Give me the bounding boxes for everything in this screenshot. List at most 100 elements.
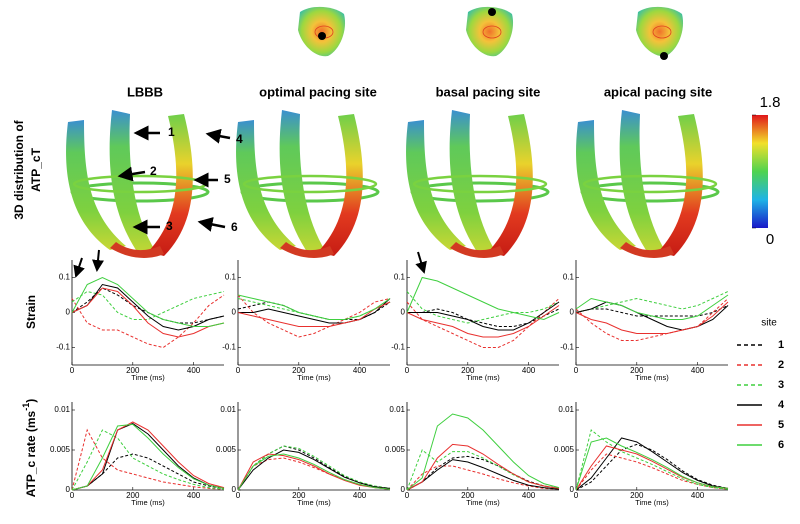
peak-arrows (73, 249, 427, 278)
x-axis-label: Time (ms) (466, 373, 500, 382)
series-line (237, 301, 391, 327)
series-line (407, 301, 560, 331)
series-line (406, 276, 560, 321)
x-tick-label: 200 (292, 366, 306, 375)
y-tick-label: 0.1 (563, 273, 575, 282)
legend-label: 4 (778, 399, 785, 411)
y-tick-label: -0.1 (56, 343, 70, 352)
pacing-map (297, 6, 346, 57)
colorbar (752, 115, 768, 228)
series-line (406, 305, 560, 338)
x-tick-label: 400 (353, 366, 367, 375)
x-axis-label: Time (ms) (466, 498, 500, 507)
x-tick-label: 0 (405, 491, 410, 500)
colorbar-tick-label: 0 (766, 231, 774, 248)
x-tick-label: 400 (691, 491, 705, 500)
series-line (575, 291, 729, 313)
x-tick-label: 400 (353, 491, 367, 500)
y-tick-label: 0 (66, 308, 71, 317)
series-line (406, 455, 560, 491)
row-label: ATP_cT (29, 147, 43, 191)
y-tick-label: 0.01 (558, 405, 574, 414)
legend-label: 3 (778, 379, 784, 391)
series-line (406, 413, 560, 491)
legend-label: 6 (778, 439, 784, 451)
x-tick-label: 0 (70, 366, 75, 375)
x-tick-label: 400 (187, 366, 201, 375)
y-tick-label: -0.1 (222, 343, 236, 352)
y-tick-label: 0.01 (54, 405, 70, 414)
series-line (71, 283, 225, 331)
series-line (71, 287, 225, 338)
x-tick-label: 400 (691, 366, 705, 375)
series-line (237, 445, 391, 491)
series-line (406, 465, 560, 491)
site-marker: 6 (231, 220, 238, 234)
series-line (575, 294, 729, 320)
series-line (71, 453, 225, 491)
legend-label: 5 (778, 419, 784, 431)
y-tick-label: 0.1 (59, 273, 71, 282)
series-line (237, 449, 391, 491)
series-line (71, 276, 225, 327)
legend-label: 2 (778, 359, 784, 371)
series-line (406, 449, 560, 491)
pacing-site-dot (318, 32, 326, 40)
series-line (575, 443, 729, 491)
heart-render (234, 108, 380, 260)
x-tick-label: 200 (461, 366, 475, 375)
pacing-site-dot (660, 52, 668, 60)
x-tick-label: 200 (292, 491, 306, 500)
series-line (71, 421, 225, 491)
x-axis-label: Time (ms) (635, 373, 669, 382)
x-tick-label: 200 (630, 491, 644, 500)
y-tick-label: 0 (232, 485, 237, 494)
series-line (238, 298, 391, 324)
series-line (71, 294, 225, 349)
x-tick-label: 0 (405, 366, 410, 375)
x-axis-label: Time (ms) (297, 373, 331, 382)
series-line (71, 429, 225, 491)
site-marker: 2 (150, 164, 157, 178)
x-tick-label: 200 (126, 366, 140, 375)
pacing-site-dot (488, 8, 496, 16)
series-line (575, 437, 729, 491)
series-line (71, 428, 225, 491)
column-title: apical pacing site (604, 84, 712, 99)
series-line (237, 453, 391, 491)
row-label: ATP_c rate (ms-1) (21, 399, 38, 498)
series-line (575, 301, 729, 334)
site-marker: 5 (224, 172, 231, 186)
series-line (237, 294, 391, 320)
y-tick-label: 0 (401, 485, 406, 494)
x-tick-label: 200 (630, 366, 644, 375)
x-tick-label: 0 (70, 491, 75, 500)
y-tick-label: -0.1 (560, 343, 574, 352)
heart-render (404, 108, 550, 260)
series-line (406, 291, 560, 324)
x-tick-label: 200 (461, 491, 475, 500)
legend-title: site (761, 318, 777, 329)
x-tick-label: 0 (236, 366, 241, 375)
column-title: optimal pacing site (259, 84, 377, 99)
y-tick-label: 0.005 (50, 445, 71, 454)
y-tick-label: 0.1 (394, 273, 406, 282)
series-line (406, 298, 560, 348)
y-tick-label: 0 (401, 308, 406, 317)
x-tick-label: 400 (522, 491, 536, 500)
site-marker: 4 (236, 132, 243, 146)
site-arrows (117, 125, 231, 235)
series-line (575, 301, 729, 331)
site-marker: 1 (168, 125, 175, 139)
series-line (406, 459, 560, 491)
y-tick-label: 0.01 (389, 405, 405, 414)
series-line (407, 308, 560, 327)
y-tick-label: 0 (570, 485, 575, 494)
pacing-map (635, 6, 684, 57)
x-tick-label: 0 (236, 491, 241, 500)
y-tick-label: 0.005 (385, 445, 406, 454)
y-tick-label: -0.1 (391, 343, 405, 352)
series-line (575, 437, 729, 491)
row-label: Strain (24, 295, 38, 329)
